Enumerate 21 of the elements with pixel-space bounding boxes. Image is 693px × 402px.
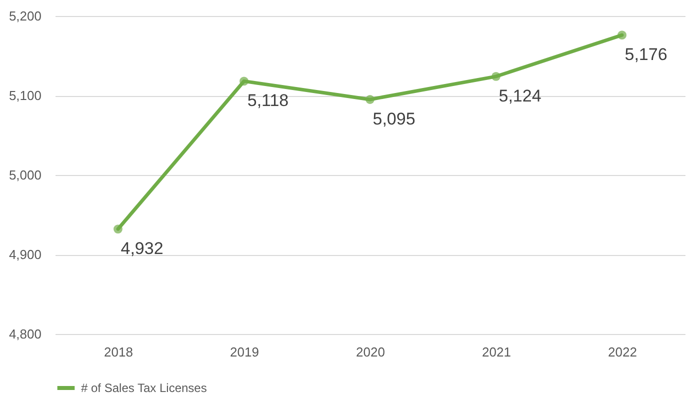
y-tick-label: 5,100 — [8, 88, 42, 103]
data-label: 5,124 — [498, 86, 542, 106]
point — [240, 76, 248, 86]
x-tick-label: 2020 — [356, 344, 385, 360]
x-tick-label: 2019 — [230, 344, 259, 360]
x-tick-label: 2018 — [104, 344, 133, 360]
point — [492, 72, 500, 81]
data-label: 5,176 — [624, 45, 668, 64]
x-tick-label: 2021 — [482, 344, 511, 360]
y-tick-label: 4,900 — [8, 247, 42, 262]
data-label: 5,118 — [247, 91, 289, 110]
point — [114, 224, 122, 234]
y-tick-label: 4,800 — [8, 326, 42, 342]
data-label: 5,095 — [372, 109, 416, 128]
x-tick-label: 2022 — [608, 344, 637, 360]
data-label: 4,932 — [120, 239, 164, 258]
point — [618, 30, 626, 40]
y-tick-label: 5,000 — [8, 168, 42, 182]
legend-label: # of Sales Tax Licenses — [81, 381, 207, 395]
y-tick-label: 5,200 — [8, 8, 42, 24]
point — [366, 95, 374, 104]
